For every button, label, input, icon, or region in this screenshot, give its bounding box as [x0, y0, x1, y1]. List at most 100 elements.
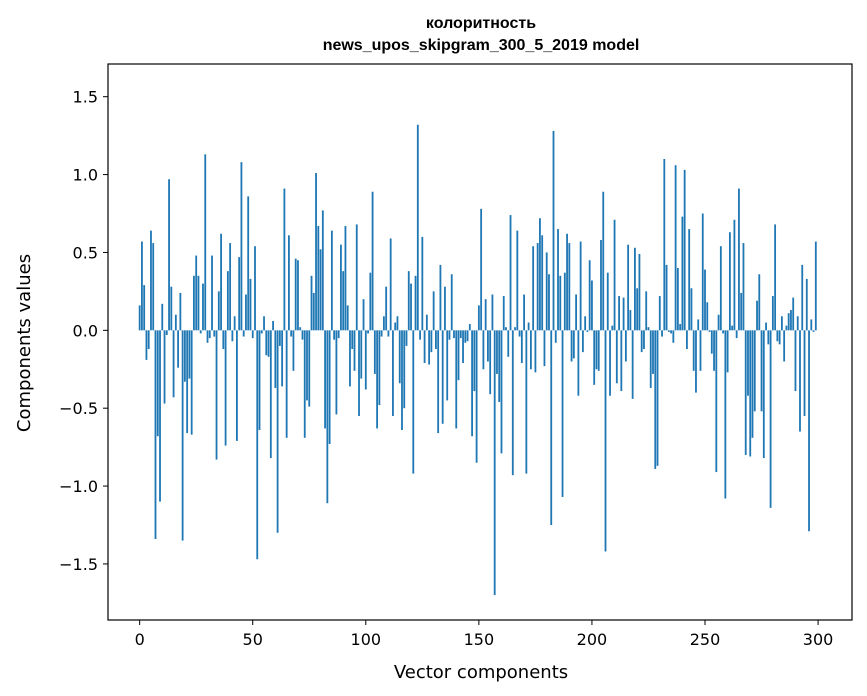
bar: [658, 296, 661, 331]
x-tick-label: 150: [464, 630, 495, 649]
y-tick-label: 0.5: [73, 243, 98, 262]
bar: [760, 330, 763, 412]
bar: [751, 330, 754, 438]
bar: [579, 241, 582, 331]
bar: [502, 296, 505, 331]
bar: [799, 330, 801, 432]
bar: [330, 230, 333, 331]
bar: [226, 271, 229, 331]
bar: [301, 330, 304, 340]
bar: [581, 330, 584, 353]
bar: [704, 269, 706, 331]
bar: [373, 330, 376, 374]
bar: [355, 224, 358, 331]
bar: [344, 225, 347, 331]
bar: [649, 330, 652, 388]
bar: [260, 330, 263, 334]
bar: [663, 159, 666, 331]
bar: [647, 327, 650, 331]
bar: [401, 330, 403, 430]
bar: [367, 330, 369, 334]
bar: [710, 330, 713, 354]
bar-series: [138, 124, 817, 596]
bar: [290, 330, 293, 337]
plot-frame: [107, 63, 853, 621]
bar: [520, 330, 523, 364]
bar: [346, 305, 349, 331]
bar: [606, 272, 609, 331]
bar: [315, 173, 317, 331]
x-tick-label: 100: [351, 630, 382, 649]
bar: [602, 191, 605, 331]
bar: [310, 275, 313, 331]
y-tick-label: 1.0: [73, 166, 98, 185]
bar: [389, 238, 392, 331]
bar: [242, 330, 245, 337]
bar: [529, 330, 532, 370]
bar: [771, 296, 774, 331]
y-tick-label: 1.5: [73, 88, 98, 107]
bar: [163, 330, 166, 404]
bar: [317, 225, 320, 331]
x-tick-label: 50: [243, 630, 263, 649]
bar: [597, 330, 600, 371]
bar: [297, 260, 299, 331]
chart-title: колоритность: [426, 15, 536, 32]
bar: [507, 330, 510, 357]
bar: [181, 330, 184, 541]
bar: [475, 330, 478, 463]
bar: [258, 330, 261, 430]
bar: [455, 330, 458, 429]
bar: [446, 330, 449, 401]
bar: [803, 330, 806, 416]
bar: [676, 268, 679, 331]
bar: [324, 330, 326, 429]
bar: [421, 236, 424, 331]
bar: [369, 272, 372, 331]
bar: [385, 286, 388, 331]
bar: [645, 291, 648, 331]
bar: [600, 239, 602, 331]
bar: [274, 330, 277, 388]
y-tick-label: 0.0: [73, 321, 98, 340]
bar: [706, 302, 709, 331]
bar: [231, 330, 234, 342]
bar: [224, 330, 227, 446]
bar: [380, 330, 383, 337]
bar: [656, 330, 659, 466]
bar: [749, 330, 752, 457]
bar: [516, 230, 519, 331]
bar: [403, 330, 406, 409]
bar: [213, 330, 216, 337]
bar: [453, 330, 455, 339]
bar: [342, 271, 345, 331]
bar: [283, 188, 286, 331]
bar: [222, 330, 225, 350]
bar: [654, 330, 657, 469]
bar: [591, 280, 593, 331]
bar: [701, 213, 704, 331]
bar: [394, 322, 397, 331]
bar: [487, 330, 489, 362]
bar: [731, 325, 734, 331]
bar: [292, 330, 295, 371]
bar: [740, 292, 743, 331]
bar: [349, 330, 351, 387]
bar: [480, 208, 483, 331]
bar: [251, 330, 254, 339]
bar: [814, 241, 817, 331]
x-tick-label: 300: [803, 630, 834, 649]
bar: [536, 243, 539, 331]
x-tick-label: 250: [690, 630, 721, 649]
bar: [586, 330, 589, 332]
bar: [726, 330, 729, 373]
bar: [441, 330, 444, 424]
bar: [611, 325, 614, 331]
bar: [548, 274, 550, 331]
bar: [545, 252, 548, 331]
bar: [683, 169, 686, 331]
bar: [672, 330, 675, 343]
bar: [559, 275, 562, 331]
bar: [398, 330, 401, 384]
bar: [168, 179, 170, 331]
